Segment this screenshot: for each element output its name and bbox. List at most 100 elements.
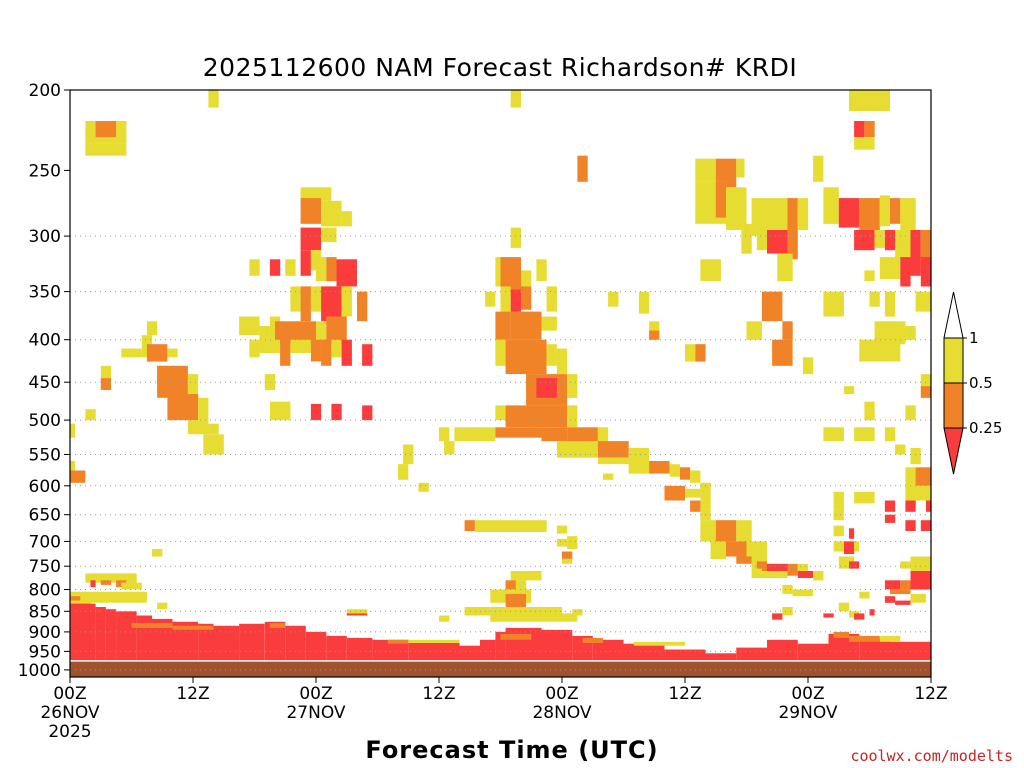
ri-cell-234 <box>884 580 901 590</box>
ri-cell-10 <box>695 158 716 182</box>
ri-cell-126 <box>536 378 557 398</box>
ri-cell-66 <box>357 291 368 322</box>
ri-cell-85 <box>495 311 511 340</box>
ri-cell-158 <box>556 441 598 458</box>
y-tick-label-550: 550 <box>29 446 61 466</box>
ri-cell-73 <box>638 291 650 314</box>
ri-cell-87 <box>541 316 557 331</box>
ri-cell-30 <box>300 227 322 251</box>
ri-cell-11 <box>715 158 737 188</box>
ri-cell-247 <box>910 593 926 603</box>
ri-cell-76 <box>869 291 880 307</box>
ri-cell-205 <box>833 541 844 552</box>
ri-cell-138 <box>362 405 373 421</box>
x-tick-label-1-0: 12Z <box>176 684 209 704</box>
legend-swatch-below-0.25 <box>943 427 964 475</box>
ri-cell-137 <box>331 403 342 421</box>
ri-cell-62 <box>300 286 311 322</box>
ri-cell-254 <box>572 609 583 616</box>
chart-title: 2025112600 NAM Forecast Richardson# KRDI <box>203 53 797 82</box>
ri-cell-127 <box>567 374 578 398</box>
ri-cell-1 <box>510 90 521 108</box>
ri-cell-23 <box>797 198 809 230</box>
ri-cell-57 <box>864 270 875 282</box>
ri-cell-15 <box>300 198 322 224</box>
ri-cell-55 <box>700 259 721 282</box>
ri-cell-44 <box>269 259 281 276</box>
ri-cell-64 <box>321 286 342 322</box>
x-tick-label-0-2: 2025 <box>48 722 91 742</box>
ri-cell-9 <box>577 155 588 182</box>
ri-cell-197 <box>736 520 752 542</box>
ri-cell-204 <box>746 541 767 559</box>
ri-cell-4 <box>95 121 117 138</box>
ri-cell-304 <box>833 631 849 638</box>
ri-cell-161 <box>403 444 414 465</box>
ri-cell-183 <box>884 500 896 512</box>
ri-cell-194 <box>556 525 568 534</box>
ri-cell-106 <box>341 339 352 366</box>
ri-cell-17 <box>341 211 352 227</box>
ri-cell-100 <box>259 339 281 353</box>
ri-cell-105 <box>331 339 342 358</box>
ri-cell-67 <box>485 291 496 307</box>
ri-cell-141 <box>567 405 578 428</box>
credit-link[interactable]: coolwx.com/modelts <box>850 747 1013 765</box>
ri-cell-31 <box>321 227 337 243</box>
x-tick-label-5-0: 12Z <box>668 684 701 704</box>
ri-cell-5 <box>854 121 865 138</box>
ri-cell-153 <box>439 427 450 442</box>
y-tick-label-450: 450 <box>29 373 61 393</box>
x-tick-label-6-1: 29NOV <box>778 703 837 723</box>
y-tick-label-700: 700 <box>29 532 61 552</box>
ri-cell-303 <box>582 637 603 643</box>
ri-cell-116 <box>859 339 870 362</box>
ri-cell-83 <box>316 321 327 340</box>
ri-cell-122 <box>187 374 199 394</box>
ri-cell-24 <box>823 187 839 224</box>
ri-cell-275 <box>264 621 286 670</box>
ri-cell-42 <box>920 230 932 271</box>
ri-cell-257 <box>782 607 793 616</box>
ri-cell-48 <box>316 257 327 282</box>
ri-cell-188 <box>833 509 844 521</box>
ri-cell-43 <box>249 259 260 276</box>
ri-cell-248 <box>157 602 168 610</box>
ri-cell-237 <box>890 589 911 594</box>
ri-cell-230 <box>121 582 142 590</box>
y-tick-label-850: 850 <box>29 602 61 622</box>
ri-cell-32 <box>510 227 521 248</box>
ri-cell-178 <box>685 488 701 498</box>
ri-cell-173 <box>70 470 86 483</box>
ri-cell-69 <box>510 289 521 312</box>
ri-cell-241 <box>505 593 527 612</box>
ri-cell-169 <box>679 467 691 480</box>
ri-cell-72 <box>608 291 619 307</box>
ri-cell-25 <box>838 198 860 228</box>
ri-cell-229 <box>116 580 127 588</box>
ri-cell-225 <box>813 571 824 581</box>
ri-cell-12 <box>736 158 745 178</box>
ri-cell-93 <box>874 321 906 345</box>
ri-cell-150 <box>541 427 568 442</box>
ri-cell-245 <box>884 596 896 603</box>
ri-cell-144 <box>187 420 209 435</box>
ri-cell-118 <box>100 365 112 379</box>
ri-cell-77 <box>884 291 896 317</box>
ri-cell-306 <box>879 635 901 642</box>
ri-cell-2 <box>849 90 890 111</box>
ri-cell-89 <box>649 330 660 340</box>
ri-cell-95 <box>121 348 142 358</box>
ri-cell-79 <box>239 316 260 336</box>
ri-cell-20 <box>726 187 747 230</box>
ri-cell-207 <box>854 541 860 552</box>
ri-cell-168 <box>669 464 680 477</box>
ri-cell-29 <box>900 198 916 230</box>
ri-cell-102 <box>290 339 311 353</box>
ri-cell-54 <box>536 259 547 282</box>
legend-label-1: 0.5 <box>969 374 993 392</box>
ri-cell-170 <box>690 470 701 483</box>
y-tick-label-350: 350 <box>29 283 61 303</box>
ri-cell-271 <box>172 621 199 670</box>
ri-cell-108 <box>495 339 506 366</box>
